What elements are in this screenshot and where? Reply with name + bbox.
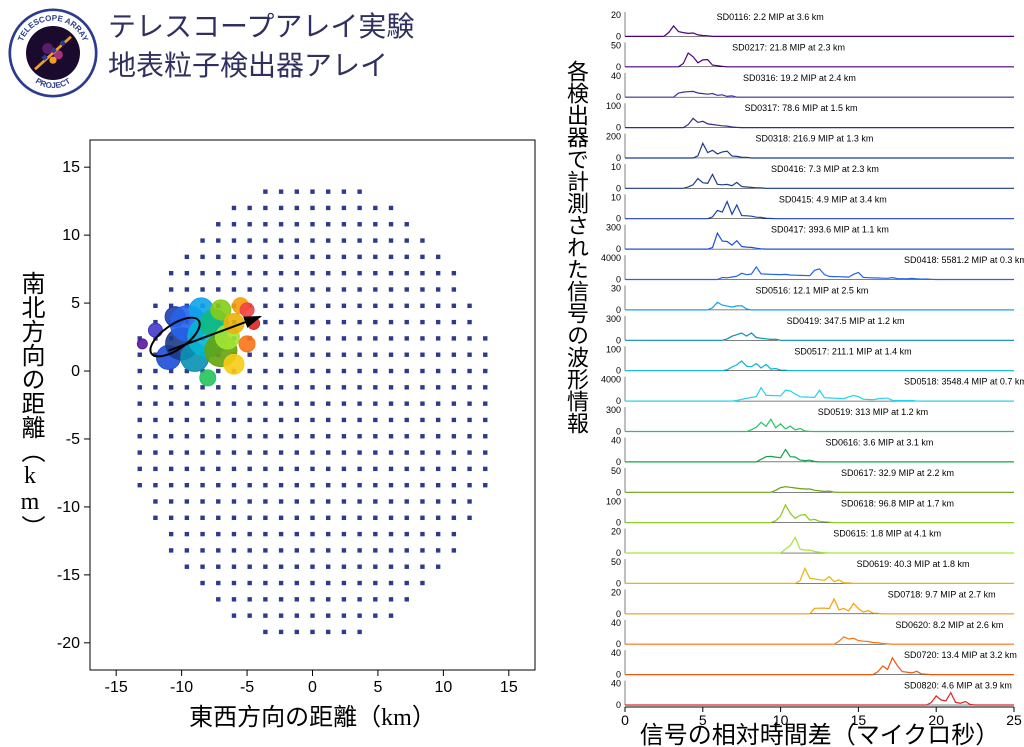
- waveform-label: SD0316: 19.2 MIP at 2.4 km: [743, 73, 856, 83]
- waveform-label: SD0519: 313 MIP at 1.2 km: [818, 407, 928, 417]
- waveform-trace: [625, 487, 1014, 493]
- svg-text:40: 40: [611, 679, 621, 689]
- waveform-trace: [625, 118, 1014, 127]
- svg-text:40: 40: [611, 71, 621, 81]
- title-block: テレスコープアレイ実験 地表粒子検出器アレイ: [108, 8, 414, 86]
- waveform-label: SD0516: 12.1 MIP at 2.5 km: [755, 286, 868, 296]
- svg-text:30: 30: [611, 284, 621, 294]
- waveform-label: SD0317: 78.6 MIP at 1.5 km: [745, 103, 858, 113]
- svg-text:0: 0: [308, 679, 317, 696]
- svg-text:-10: -10: [170, 679, 193, 696]
- waveform-trace: [625, 143, 1014, 158]
- svg-text:200: 200: [606, 132, 621, 142]
- svg-text:20: 20: [611, 527, 621, 537]
- waveform-label: SD0720: 13.4 MIP at 3.2 km: [904, 650, 1017, 660]
- svg-text:5: 5: [373, 679, 382, 696]
- waveform-trace: [625, 538, 1014, 554]
- svg-text:0: 0: [616, 700, 621, 710]
- svg-text:10: 10: [434, 679, 452, 696]
- waveform-label: SD0417: 393.6 MIP at 1.1 km: [771, 225, 889, 235]
- svg-text:50: 50: [611, 466, 621, 476]
- waveform-trace: [625, 419, 1014, 431]
- svg-text:50: 50: [611, 40, 621, 50]
- waveform-label: SD0517: 211.1 MIP at 1.4 km: [794, 346, 911, 356]
- project-logo: TELESCOPE ARRAY PROJECT: [8, 8, 98, 98]
- waveform-label: SD0415: 4.9 MIP at 3.4 km: [779, 194, 887, 204]
- svg-text:15: 15: [62, 159, 80, 176]
- waveform-label: SD0620: 8.2 MIP at 2.6 km: [896, 620, 1004, 630]
- svg-text:0: 0: [621, 712, 629, 728]
- waveform-label: SD0616: 3.6 MIP at 3.1 km: [826, 437, 934, 447]
- svg-text:-10: -10: [57, 499, 80, 516]
- waveform-trace: [625, 450, 1014, 462]
- waveform-trace: [625, 267, 1014, 280]
- waveform-label: SD0419: 347.5 MIP at 1.2 km: [787, 316, 905, 326]
- waveform-trace: [625, 505, 1014, 523]
- scatter-ylabel: 南北方向の距離（km）: [17, 271, 45, 539]
- svg-text:-5: -5: [66, 431, 80, 448]
- svg-text:0: 0: [71, 363, 80, 380]
- waveform-trace: [625, 637, 1014, 644]
- waveform-label: SD0617: 32.9 MIP at 2.2 km: [841, 468, 954, 478]
- svg-text:10: 10: [62, 227, 80, 244]
- svg-text:15: 15: [500, 679, 518, 696]
- svg-text:40: 40: [611, 435, 621, 445]
- svg-text:4000: 4000: [601, 375, 621, 385]
- svg-text:5: 5: [71, 295, 80, 312]
- svg-text:300: 300: [606, 223, 621, 233]
- svg-text:20: 20: [611, 587, 621, 597]
- svg-text:10: 10: [611, 162, 621, 172]
- array-map: -15 -10 -5 0 5 10 15 -20 -15 -10 -5 0 5 10 15 東西方向の距離（k…: [10, 130, 550, 740]
- waveform-label: SD0615: 1.8 MIP at 4.1 km: [833, 529, 941, 539]
- waveform-trace: [625, 658, 1014, 675]
- svg-text:300: 300: [606, 405, 621, 415]
- waveform-trace: [625, 53, 1014, 67]
- waveform-trace: [625, 361, 1014, 371]
- waveform-trace: [625, 388, 1014, 402]
- figure-root: TELESCOPE ARRAY PROJECT テレスコープアレイ実験 地表粒子…: [0, 0, 1024, 747]
- svg-text:-20: -20: [57, 635, 80, 652]
- svg-text:100: 100: [606, 101, 621, 111]
- svg-text:25: 25: [1006, 712, 1022, 728]
- svg-text:40: 40: [611, 618, 621, 628]
- title-line-2: 地表粒子検出器アレイ: [108, 47, 414, 86]
- svg-text:10: 10: [611, 192, 621, 202]
- waveform-trace: [625, 693, 1014, 705]
- svg-text:4000: 4000: [601, 253, 621, 263]
- svg-text:40: 40: [611, 648, 621, 658]
- waveform-trace: [625, 568, 1014, 583]
- waveform-label: SD0418: 5581.2 MIP at 0.3 km: [904, 255, 1024, 265]
- waveform-trace: [625, 302, 1014, 310]
- waveform-trace: [625, 26, 1014, 36]
- waveform-label: SD0619: 40.3 MIP at 1.8 km: [857, 559, 970, 569]
- waveform-stack: 0510152025信号の相対時間差（マイクロ秒）020SD0116: 2.2 …: [555, 0, 1024, 747]
- svg-text:-15: -15: [57, 567, 80, 584]
- svg-text:100: 100: [606, 496, 621, 506]
- svg-text:50: 50: [611, 557, 621, 567]
- scatter-xlabel: 東西方向の距離（km）: [189, 704, 436, 731]
- svg-text:-15: -15: [105, 679, 128, 696]
- waveform-label: SD0618: 96.8 MIP at 1.7 km: [841, 498, 954, 508]
- waveform-trace: [625, 174, 1014, 188]
- svg-text:300: 300: [606, 314, 621, 324]
- waveform-xlabel: 信号の相対時間差（マイクロ秒）: [640, 722, 1000, 747]
- waveform-trace: [625, 91, 1014, 97]
- waveform-ylabel: 各検出器で計測された信号の波形情報: [560, 60, 592, 680]
- waveform-label: SD0318: 216.9 MIP at 1.3 km: [755, 134, 873, 144]
- waveform-label: SD0116: 2.2 MIP at 3.6 km: [717, 12, 824, 22]
- waveform-label: SD0718: 9.7 MIP at 2.7 km: [888, 589, 996, 599]
- waveform-label: SD0820: 4.6 MIP at 3.9 km: [904, 681, 1012, 691]
- title-line-1: テレスコープアレイ実験: [108, 8, 414, 47]
- waveform-label: SD0518: 3548.4 MIP at 0.7 km: [904, 377, 1024, 387]
- waveform-trace: [625, 233, 1014, 249]
- svg-text:-5: -5: [240, 679, 254, 696]
- waveform-trace: [625, 333, 1014, 340]
- waveform-label: SD0416: 7.3 MIP at 2.3 km: [771, 164, 879, 174]
- svg-text:100: 100: [606, 344, 621, 354]
- waveform-label: SD0217: 21.8 MIP at 2.3 km: [732, 42, 845, 52]
- waveform-trace: [625, 599, 1014, 614]
- svg-text:20: 20: [611, 10, 621, 20]
